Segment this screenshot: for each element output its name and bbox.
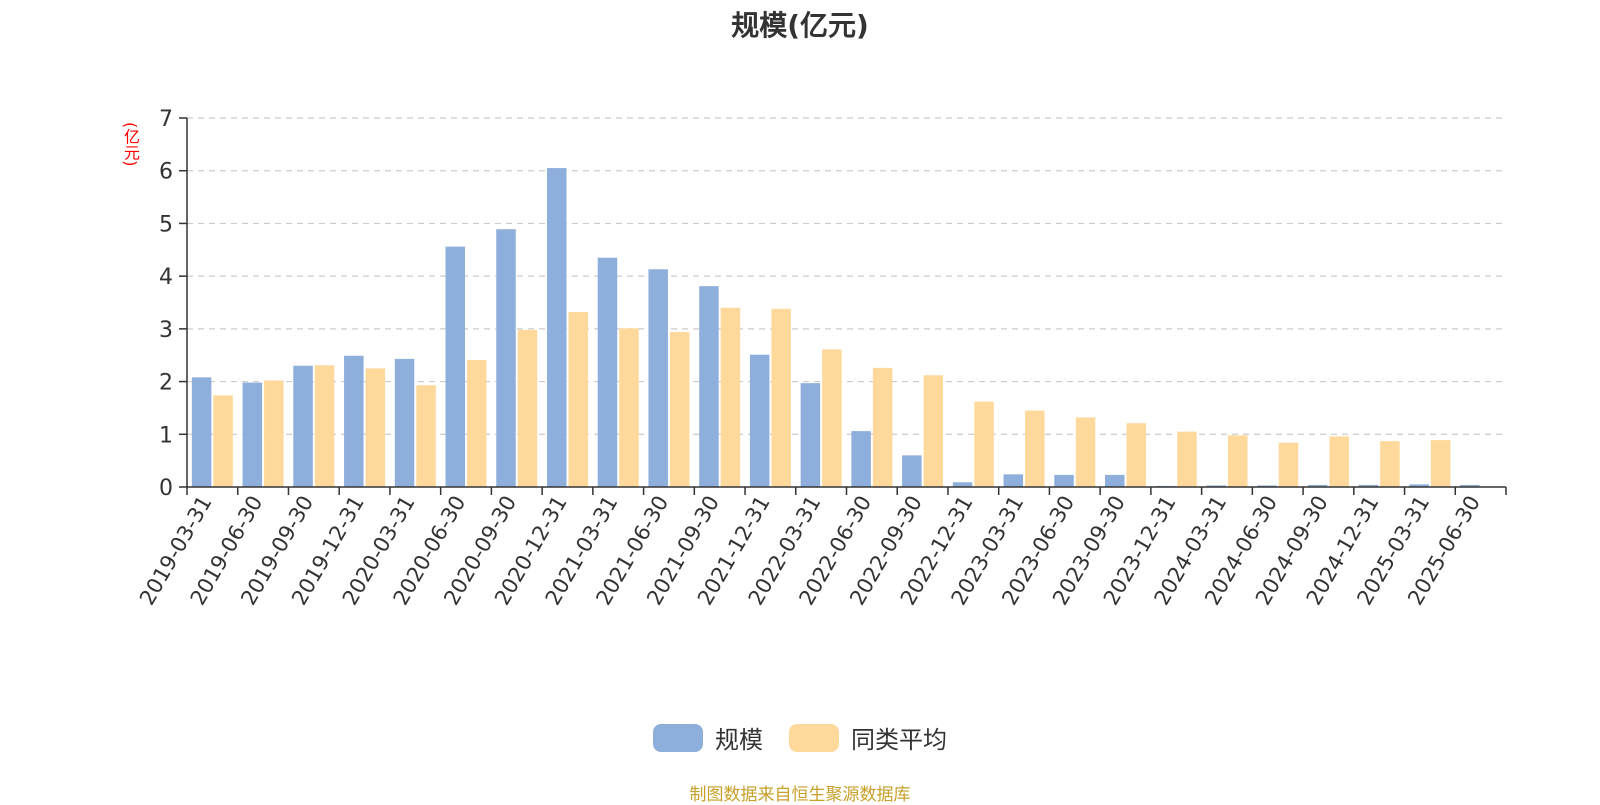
bar-scale xyxy=(242,382,263,487)
bar-scale xyxy=(1307,484,1328,487)
bar-scale xyxy=(1409,484,1429,487)
legend-item-scale[interactable]: 规模 xyxy=(653,720,763,755)
bar-peer-average xyxy=(213,395,233,487)
bar-peer-average xyxy=(872,367,893,487)
y-tick-label: 2 xyxy=(159,371,173,396)
bar-peer-average xyxy=(1177,431,1197,487)
bar-peer-average xyxy=(568,311,588,487)
bars xyxy=(191,168,1480,488)
y-tick-label: 3 xyxy=(159,318,173,343)
legend: 规模 同类平均 xyxy=(0,720,1600,755)
legend-label-scale: 规模 xyxy=(715,726,763,754)
source-note: 制图数据来自恒生聚源数据库 xyxy=(689,785,911,805)
legend-swatch-scale xyxy=(653,723,703,752)
bar-scale xyxy=(293,365,313,487)
x-axis-ticks: 2019-03-312019-06-302019-09-302019-12-31… xyxy=(135,487,1507,609)
bar-scale xyxy=(1105,474,1125,487)
bar-scale xyxy=(902,455,922,487)
y-tick-label: 0 xyxy=(159,476,173,501)
bar-scale xyxy=(648,269,668,487)
legend-item-peer-average[interactable]: 同类平均 xyxy=(789,720,947,755)
bar-scale xyxy=(1460,484,1480,487)
y-tick-label: 1 xyxy=(159,423,173,448)
bar-peer-average xyxy=(1227,435,1248,487)
bar-scale xyxy=(546,168,567,488)
bar-peer-average xyxy=(619,328,639,487)
bar-peer-average xyxy=(822,349,842,487)
bar-peer-average xyxy=(923,375,944,487)
bar-scale xyxy=(597,257,618,487)
bar-peer-average xyxy=(365,368,386,487)
legend-label-peer-average: 同类平均 xyxy=(851,726,947,754)
bar-scale xyxy=(1206,485,1226,487)
bar-scale xyxy=(191,377,212,487)
bar-peer-average xyxy=(1025,410,1045,487)
bar-scale xyxy=(1257,485,1277,487)
y-axis-ticks: 0 1 2 3 4 5 6 7 xyxy=(159,107,187,501)
bar-peer-average xyxy=(1075,417,1096,487)
bar-scale xyxy=(344,355,364,487)
bar-peer-average xyxy=(720,307,741,487)
bar-scale xyxy=(445,246,466,487)
bar-peer-average xyxy=(416,385,436,487)
y-tick-label: 5 xyxy=(159,212,173,237)
legend-swatch-peer-average xyxy=(789,723,839,752)
chart-title: 规模(亿元) xyxy=(731,9,869,42)
bar-peer-average xyxy=(467,359,487,487)
bar-scale xyxy=(851,431,871,487)
bar-peer-average xyxy=(669,332,690,487)
bar-scale xyxy=(496,229,516,487)
bar-peer-average xyxy=(1126,423,1147,487)
bar-scale xyxy=(394,358,415,487)
bar-scale xyxy=(800,383,821,487)
bar-scale xyxy=(1054,474,1074,487)
bar-scale xyxy=(699,286,719,487)
y-tick-label: 6 xyxy=(159,160,173,185)
bar-peer-average xyxy=(517,329,538,487)
bar-peer-average xyxy=(771,308,791,487)
bar-scale xyxy=(749,354,770,487)
y-tick-label: 7 xyxy=(159,107,173,132)
bar-peer-average xyxy=(974,401,994,487)
bar-peer-average xyxy=(1278,442,1299,487)
bar-peer-average xyxy=(1430,440,1451,487)
bar-peer-average xyxy=(314,365,335,487)
bar-peer-average xyxy=(1329,436,1349,487)
bar-scale xyxy=(1003,474,1024,487)
bar-peer-average xyxy=(1380,441,1400,487)
bar-peer-average xyxy=(264,380,284,487)
bar-scale xyxy=(1358,484,1379,487)
y-tick-label: 4 xyxy=(159,265,173,290)
y-axis-unit: (亿元) xyxy=(121,122,140,167)
bar-scale xyxy=(952,482,973,487)
